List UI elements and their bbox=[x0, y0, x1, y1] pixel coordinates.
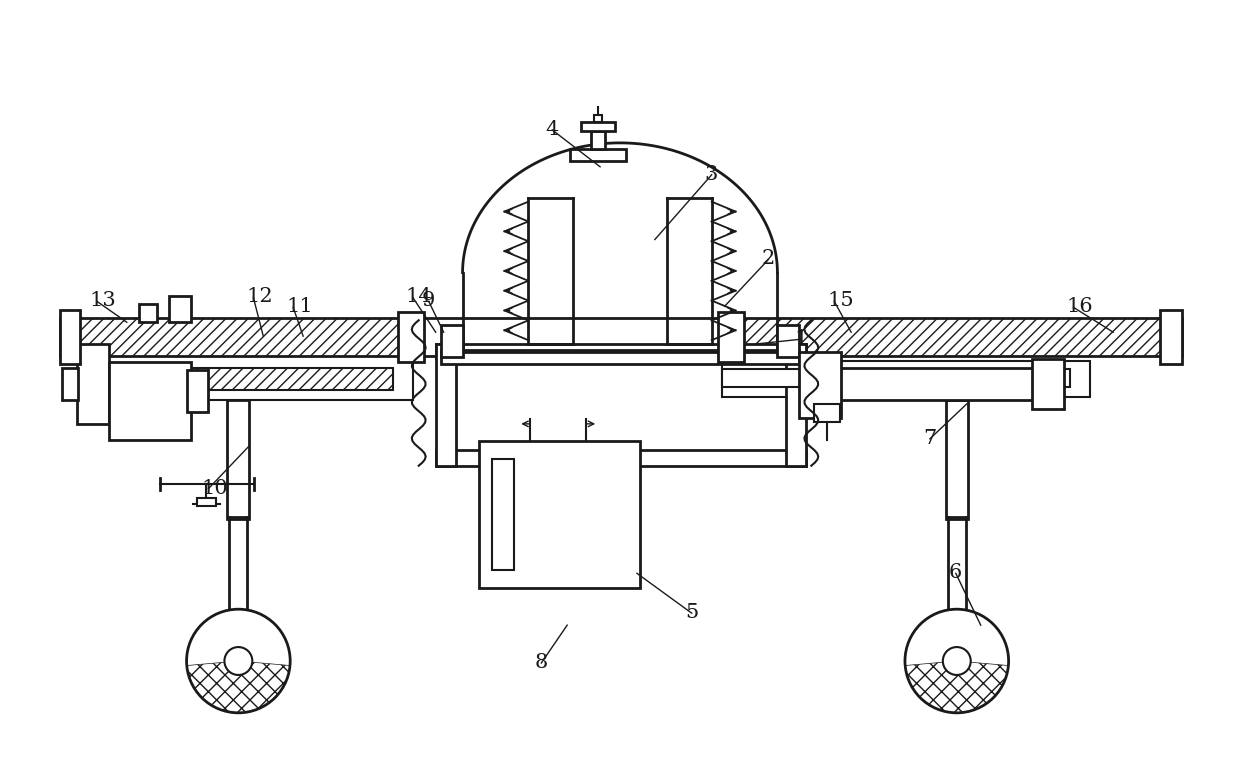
Bar bbox=[398, 312, 424, 362]
Bar bbox=[777, 325, 800, 357]
Bar bbox=[722, 318, 1182, 356]
Bar bbox=[62, 368, 78, 400]
Bar bbox=[479, 441, 640, 588]
Circle shape bbox=[942, 647, 971, 675]
Text: 4: 4 bbox=[546, 120, 558, 139]
Bar bbox=[718, 312, 744, 362]
Bar bbox=[837, 368, 1052, 400]
Text: 13: 13 bbox=[91, 291, 117, 310]
Bar bbox=[196, 498, 217, 505]
Bar bbox=[186, 370, 208, 412]
Bar bbox=[582, 122, 615, 131]
Bar bbox=[77, 344, 109, 424]
Text: 2: 2 bbox=[761, 249, 775, 269]
Text: 7: 7 bbox=[923, 429, 936, 448]
Text: 8: 8 bbox=[534, 653, 548, 672]
Text: 6: 6 bbox=[949, 563, 962, 582]
Text: 11: 11 bbox=[286, 297, 312, 317]
Circle shape bbox=[905, 609, 1008, 713]
Bar bbox=[227, 400, 249, 519]
Text: 14: 14 bbox=[405, 287, 433, 307]
Bar bbox=[815, 404, 841, 422]
Bar bbox=[169, 296, 191, 322]
Text: 1: 1 bbox=[795, 329, 807, 348]
Bar bbox=[109, 362, 191, 440]
Text: 15: 15 bbox=[827, 291, 854, 310]
Bar bbox=[570, 149, 626, 161]
Text: 10: 10 bbox=[202, 478, 228, 498]
Bar bbox=[440, 350, 800, 364]
Bar bbox=[800, 352, 841, 418]
Circle shape bbox=[186, 609, 290, 713]
Bar bbox=[435, 450, 806, 466]
Bar bbox=[440, 325, 463, 357]
Bar bbox=[60, 318, 414, 356]
Bar bbox=[1161, 310, 1182, 364]
Bar bbox=[1032, 359, 1064, 409]
Bar bbox=[591, 131, 605, 149]
Bar bbox=[60, 310, 79, 364]
Bar bbox=[414, 318, 722, 356]
Text: 9: 9 bbox=[422, 291, 435, 310]
Bar bbox=[722, 369, 1070, 387]
Bar bbox=[722, 361, 1090, 397]
Bar bbox=[94, 356, 413, 400]
Bar bbox=[114, 368, 393, 390]
Text: 3: 3 bbox=[704, 165, 718, 183]
Bar bbox=[435, 344, 455, 466]
Bar bbox=[435, 344, 806, 358]
Text: 16: 16 bbox=[1066, 297, 1092, 317]
Bar bbox=[492, 459, 515, 570]
Circle shape bbox=[224, 647, 252, 675]
Text: 5: 5 bbox=[684, 603, 698, 622]
Bar bbox=[594, 115, 603, 122]
Bar bbox=[139, 304, 156, 322]
Bar bbox=[786, 344, 806, 466]
Bar bbox=[946, 400, 967, 519]
Text: 12: 12 bbox=[247, 287, 273, 307]
